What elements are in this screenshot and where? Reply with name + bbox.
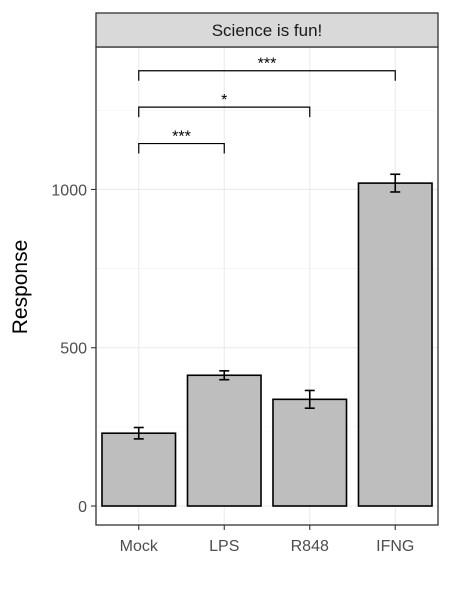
x-tick-label: Mock bbox=[120, 538, 159, 555]
error-bar-ifng bbox=[390, 173, 401, 193]
bar-lps bbox=[186, 374, 262, 507]
significance-bracket: *** bbox=[138, 56, 396, 81]
bar-ifng bbox=[357, 182, 433, 507]
significance-group: ******* bbox=[138, 56, 396, 154]
significance-label: * bbox=[221, 92, 227, 109]
significance-label: *** bbox=[172, 129, 191, 146]
facet-strip bbox=[95, 12, 439, 48]
significance-bracket: *** bbox=[138, 129, 225, 154]
y-tick-label: 0 bbox=[78, 499, 87, 516]
bars-group bbox=[101, 182, 433, 507]
bar-r848 bbox=[272, 398, 348, 507]
y-tick-label: 500 bbox=[60, 341, 87, 358]
x-axis: Mock LPS R848 IFNG bbox=[120, 525, 414, 555]
error-bars-group bbox=[133, 173, 401, 440]
significance-label: *** bbox=[258, 56, 277, 73]
y-tick-label: 1000 bbox=[51, 182, 87, 199]
significance-line bbox=[138, 142, 225, 154]
y-axis-title: Response bbox=[9, 240, 32, 335]
significance-line bbox=[138, 106, 311, 118]
x-tick-label: IFNG bbox=[376, 538, 414, 555]
error-bar-r848 bbox=[304, 389, 315, 409]
x-tick-label: R848 bbox=[291, 538, 329, 555]
bar-mock bbox=[101, 432, 177, 507]
significance-line bbox=[138, 70, 396, 81]
significance-bracket: * bbox=[138, 92, 311, 118]
error-bar-mock bbox=[133, 426, 144, 440]
error-bar-lps bbox=[219, 370, 230, 381]
x-tick-label: LPS bbox=[209, 538, 239, 555]
facet-title: Science is fun! bbox=[212, 21, 323, 40]
y-axis: 0 500 1000 bbox=[51, 182, 96, 516]
